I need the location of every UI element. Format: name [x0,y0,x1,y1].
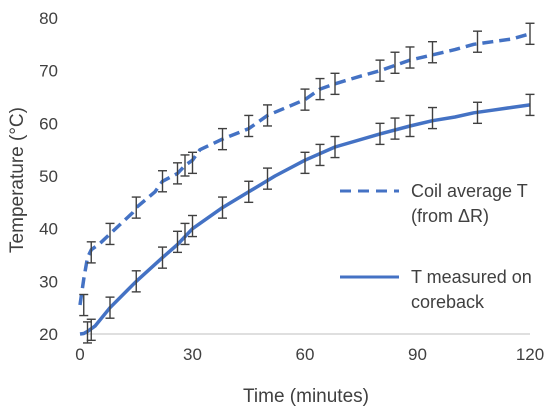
error-bar-s0-12 [315,77,325,101]
error-bar-s1-7 [188,214,197,238]
y-tick-label-20: 20 [39,325,58,344]
x-tick-label-30: 30 [183,345,202,364]
error-bar-s0-19 [525,22,535,46]
error-bar-s0-2 [105,222,115,246]
y-axis-label: Temperature (°C) [7,107,28,253]
error-bar-s0-10 [263,104,272,127]
error-bar-s0-16 [405,46,415,69]
error-bar-s1-11 [300,151,310,175]
error-bar-s0-5 [173,162,182,185]
legend-label-coreback-line2: coreback [411,292,485,312]
error-bar-s1-12 [315,143,325,167]
error-bar-s1-8 [218,196,227,219]
error-bar-s1-16 [405,114,415,138]
legend-label-coil-average-line1: Coil average T [411,181,528,201]
error-bar-s1-3 [131,270,141,293]
y-tick-label-70: 70 [39,62,58,81]
error-bar-s0-0 [79,293,89,317]
y-tick-label-40: 40 [39,220,58,239]
error-bar-s1-14 [375,122,385,146]
error-bar-s1-17 [428,106,437,130]
x-axis-label: Time (minutes) [243,386,369,407]
error-bar-s0-7 [188,151,197,175]
error-bar-s1-0 [83,321,92,344]
error-bar-s0-3 [131,196,141,219]
series-layer [78,32,531,336]
error-bar-s0-9 [244,114,254,138]
error-bar-s0-4 [158,170,167,193]
legend-label-coil-average-line2: (from ΔR) [411,206,489,226]
error-bar-s1-18 [473,101,482,125]
legend: Coil average T (from ΔR) T measured on c… [340,181,532,312]
y-tick-label-80: 80 [39,9,58,28]
errorbar-layer [79,22,535,344]
error-bar-s0-6 [180,154,190,177]
y-tick-label-60: 60 [39,114,58,133]
x-tick-labels: 0 30 60 90 120 [75,345,544,364]
error-bar-s1-5 [173,230,182,254]
error-bar-s1-10 [263,167,272,190]
error-bar-s0-14 [375,59,385,82]
y-tick-labels: 20 30 40 50 60 70 80 [39,9,58,344]
x-tick-label-120: 120 [516,345,544,364]
y-tick-label-50: 50 [39,167,58,186]
error-bar-s1-2 [105,296,115,319]
series-line-0 [78,32,531,306]
error-bar-s1-6 [180,222,190,246]
series-line-1 [79,103,531,336]
x-tick-label-60: 60 [296,345,315,364]
legend-label-coreback-line1: T measured on [411,267,532,287]
error-bar-s0-18 [473,30,482,53]
error-bar-s0-17 [428,41,437,64]
x-tick-label-0: 0 [75,345,84,364]
error-bar-s1-13 [330,135,340,159]
y-tick-label-30: 30 [39,272,58,291]
error-bar-s1-19 [525,93,535,117]
error-bar-s1-4 [158,246,167,269]
error-bar-s0-13 [330,72,340,96]
error-bar-s0-15 [390,51,400,75]
error-bar-s1-1 [86,318,96,342]
error-bar-s0-11 [300,88,310,111]
error-bar-s0-1 [86,241,96,264]
error-bar-s1-15 [390,117,400,140]
error-bar-s0-8 [218,127,227,151]
x-tick-label-90: 90 [408,345,427,364]
error-bar-s1-9 [244,180,254,204]
